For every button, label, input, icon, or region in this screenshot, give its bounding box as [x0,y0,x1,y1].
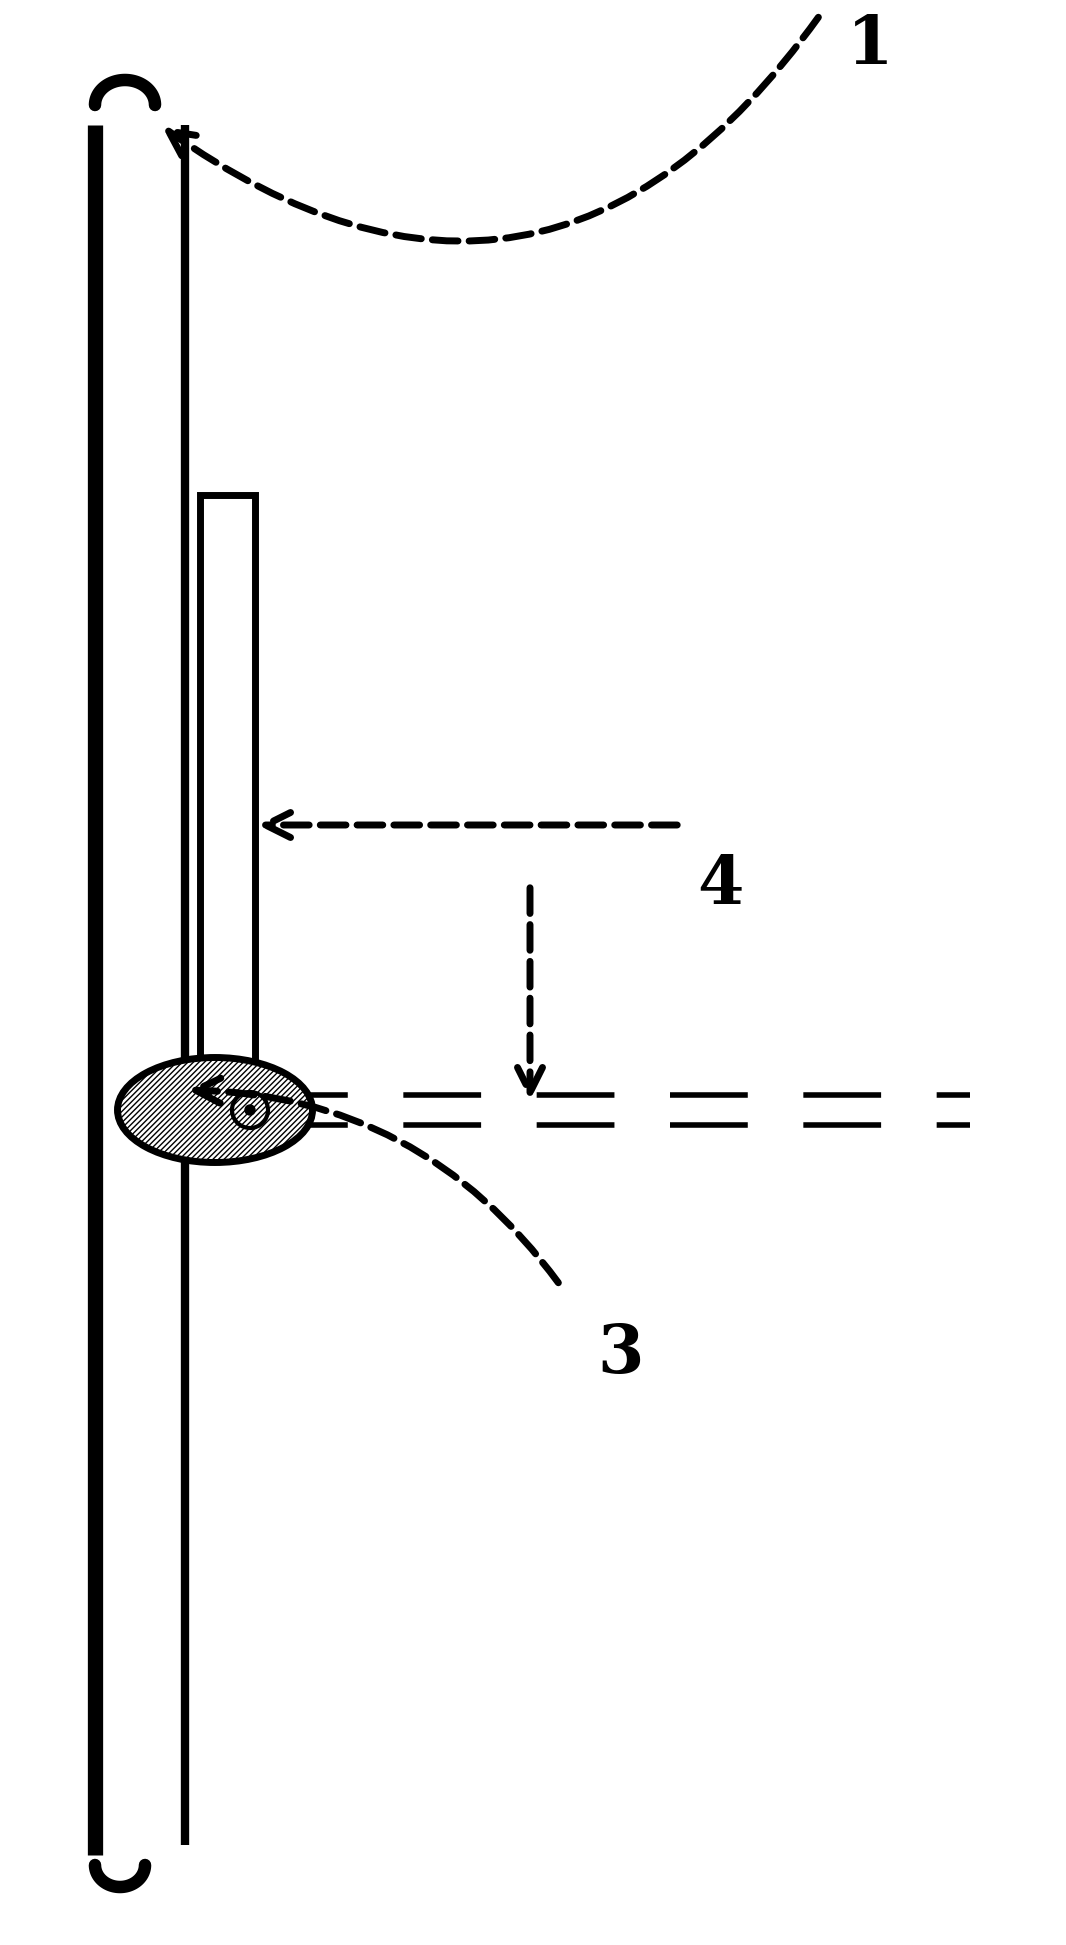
Ellipse shape [117,1058,312,1163]
Text: 1: 1 [846,12,893,78]
Text: 4: 4 [697,852,743,918]
Bar [200,494,255,1095]
Text: 3: 3 [597,1323,643,1387]
Circle shape [245,1105,255,1114]
